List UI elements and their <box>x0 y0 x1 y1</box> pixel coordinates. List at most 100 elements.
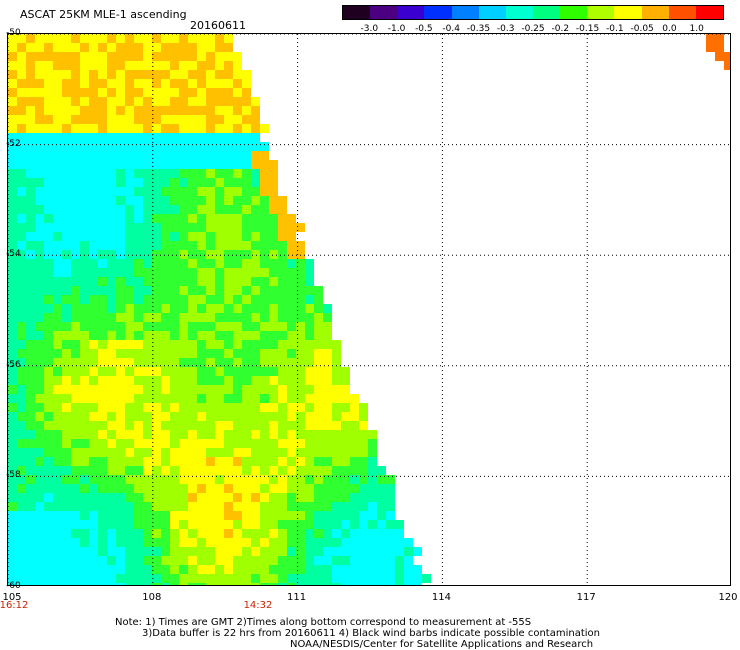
swath-cell <box>368 574 377 583</box>
swath-cell <box>143 178 152 187</box>
swath-cell <box>143 187 152 196</box>
swath-cell <box>206 358 215 367</box>
swath-cell <box>224 529 233 538</box>
swath-cell <box>134 223 143 232</box>
swath-cell <box>161 70 170 79</box>
swath-cell <box>134 484 143 493</box>
swath-cell <box>107 97 116 106</box>
swath-cell <box>332 448 341 457</box>
swath-cell <box>116 538 125 547</box>
swath-cell <box>314 547 323 556</box>
swath-cell <box>251 286 260 295</box>
swath-cell <box>80 331 89 340</box>
swath-cell <box>188 115 197 124</box>
swath-cell <box>296 430 305 439</box>
swath-cell <box>89 187 98 196</box>
swath-cell <box>53 403 62 412</box>
swath-cell <box>80 205 89 214</box>
swath-cell <box>350 448 359 457</box>
swath-cell <box>188 295 197 304</box>
swath-cell <box>170 304 179 313</box>
swath-cell <box>197 214 206 223</box>
swath-cell <box>17 493 26 502</box>
swath-cell <box>242 403 251 412</box>
swath-cell <box>170 538 179 547</box>
swath-cell <box>377 574 386 583</box>
swath-cell <box>260 340 269 349</box>
swath-cell <box>71 205 80 214</box>
swath-cell <box>251 565 260 574</box>
swath-cell <box>89 520 98 529</box>
swath-cell <box>179 466 188 475</box>
swath-cell <box>143 448 152 457</box>
swath-cell <box>26 520 35 529</box>
swath-cell <box>197 223 206 232</box>
swath-cell <box>62 196 71 205</box>
swath-cell <box>170 511 179 520</box>
swath-cell <box>242 187 251 196</box>
swath-cell <box>233 475 242 484</box>
swath-cell <box>278 583 287 585</box>
swath-cell <box>242 304 251 313</box>
swath-cell <box>26 376 35 385</box>
swath-cell <box>395 520 404 529</box>
swath-cell <box>260 430 269 439</box>
swath-cell <box>89 574 98 583</box>
swath-cell <box>8 430 17 439</box>
swath-cell <box>71 448 80 457</box>
swath-cell <box>359 538 368 547</box>
swath-cell <box>341 403 350 412</box>
swath-cell <box>152 142 161 151</box>
swath-cell <box>134 277 143 286</box>
color-scale-swatch <box>451 6 479 19</box>
swath-cell <box>170 133 179 142</box>
swath-cell <box>278 484 287 493</box>
swath-cell <box>89 304 98 313</box>
swath-cell <box>80 385 89 394</box>
swath-cell <box>107 322 116 331</box>
swath-cell <box>80 376 89 385</box>
swath-cell <box>395 565 404 574</box>
swath-cell <box>305 412 314 421</box>
swath-cell <box>179 250 188 259</box>
swath-cell <box>125 88 134 97</box>
swath-cell <box>116 475 125 484</box>
swath-cell <box>98 304 107 313</box>
swath-cell <box>179 538 188 547</box>
swath-cell <box>260 511 269 520</box>
swath-cell <box>143 241 152 250</box>
swath-cell <box>296 331 305 340</box>
swath-cell <box>179 205 188 214</box>
swath-cell <box>134 439 143 448</box>
swath-cell <box>260 160 269 169</box>
swath-cell <box>8 340 17 349</box>
swath-cell <box>26 322 35 331</box>
swath-cell <box>350 493 359 502</box>
swath-cell <box>26 196 35 205</box>
swath-cell <box>197 295 206 304</box>
swath-cell <box>215 187 224 196</box>
swath-cell <box>26 43 35 52</box>
swath-cell <box>314 367 323 376</box>
swath-cell <box>305 385 314 394</box>
swath-cell <box>107 475 116 484</box>
swath-cell <box>170 376 179 385</box>
swath-cell <box>269 565 278 574</box>
swath-cell <box>116 160 125 169</box>
swath-cell <box>242 259 251 268</box>
swath-cell <box>197 277 206 286</box>
swath-cell <box>323 583 332 585</box>
swath-cell <box>413 574 422 583</box>
swath-cell <box>215 439 224 448</box>
swath-cell <box>332 430 341 439</box>
swath-cell <box>125 313 134 322</box>
swath-cell <box>197 61 206 70</box>
swath-cell <box>116 97 125 106</box>
swath-cell <box>107 223 116 232</box>
swath-cell <box>71 538 80 547</box>
swath-cell <box>26 394 35 403</box>
latitude-label: -50 <box>6 28 21 38</box>
swath-cell <box>287 385 296 394</box>
swath-cell <box>98 331 107 340</box>
swath-cell <box>26 115 35 124</box>
